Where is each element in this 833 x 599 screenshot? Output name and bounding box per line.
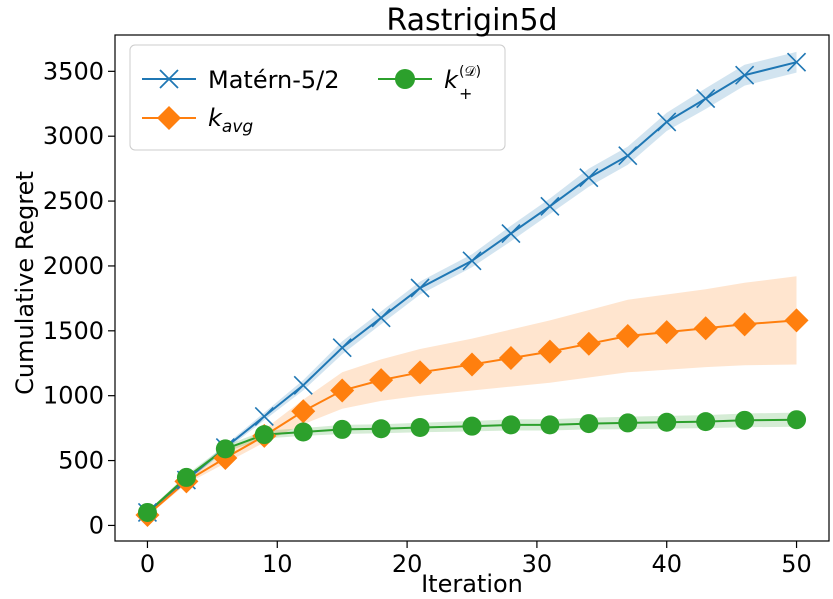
legend: Matérn-5/2 kavg k (𝒟) + (129, 44, 506, 151)
y-tick-label: 500 (58, 447, 104, 475)
point-kplus (176, 467, 196, 487)
point-matern (410, 278, 430, 298)
point-matern (332, 338, 352, 358)
legend-entry-matern: Matérn-5/2 (142, 66, 340, 94)
point-matern (254, 406, 274, 427)
point-kavg (291, 399, 316, 424)
point-kplus (293, 422, 313, 442)
series-markers (135, 52, 809, 528)
x-tick-label: 30 (522, 550, 553, 578)
point-kplus (787, 410, 807, 430)
plot-frame (114, 34, 830, 542)
legend-label-matern: Matérn-5/2 (208, 66, 340, 94)
point-matern (540, 196, 560, 216)
point-kplus (657, 412, 677, 432)
legend-frame (129, 44, 506, 151)
x-tick-label: 40 (651, 550, 682, 578)
point-kplus (371, 419, 391, 439)
x-axis-ticks: 0 10 20 30 40 50 (140, 541, 812, 578)
band-kplus (147, 412, 797, 514)
x-axis-label: Iteration (421, 570, 523, 598)
x-marker-icon (159, 69, 179, 89)
y-tick-label: 1000 (43, 382, 104, 410)
point-matern (786, 52, 807, 72)
y-tick-label: 2500 (43, 187, 104, 215)
x-tick-label: 0 (140, 550, 155, 578)
point-matern (735, 65, 755, 85)
point-kavg (498, 346, 523, 371)
point-matern (579, 168, 599, 188)
point-kavg (369, 368, 394, 393)
point-kplus (618, 413, 638, 433)
point-kplus (215, 439, 235, 459)
point-matern (618, 146, 638, 166)
point-matern (501, 223, 521, 244)
point-kplus (137, 502, 157, 522)
y-axis-ticks: 0 500 1000 1500 2000 2500 3000 3500 (43, 57, 115, 539)
chart-title: Rastrigin5d (386, 3, 557, 38)
point-kplus (254, 425, 274, 445)
point-kavg (732, 312, 757, 337)
point-kavg (576, 331, 601, 356)
point-kplus (410, 417, 430, 437)
point-kavg (693, 316, 718, 341)
legend-label-kavg-sub: avg (222, 117, 253, 137)
point-kavg (615, 324, 640, 349)
legend-entry-kavg: kavg (142, 104, 253, 137)
point-matern (371, 308, 391, 328)
y-tick-label: 0 (89, 511, 104, 539)
point-kplus (332, 419, 352, 439)
diamond-marker-icon (157, 106, 181, 130)
point-kavg (654, 320, 679, 345)
point-kplus (540, 415, 560, 435)
point-kplus (696, 412, 716, 432)
point-kavg (408, 360, 433, 385)
legend-label-kplus-sub: + (459, 84, 472, 103)
y-axis-label: Cumulative Regret (11, 171, 39, 395)
y-tick-label: 1500 (43, 317, 104, 345)
point-matern (293, 375, 313, 395)
svg-text:kavg: kavg (208, 104, 253, 137)
plot-area: 0 10 20 30 40 50 0 500 1000 1500 2000 2500 3000 3500 (43, 34, 830, 578)
x-tick-label: 20 (392, 550, 423, 578)
band-kavg (147, 276, 797, 517)
y-tick-label: 2000 (43, 252, 104, 280)
x-tick-label: 50 (781, 550, 812, 578)
point-kplus (735, 410, 755, 430)
y-tick-label: 3500 (43, 57, 104, 85)
point-matern (657, 112, 677, 132)
x-tick-label: 10 (262, 550, 293, 578)
legend-label-kplus-sup: (𝒟) (459, 64, 481, 80)
point-kavg (330, 378, 355, 403)
circle-marker-icon (395, 69, 415, 89)
legend-label-kplus-base: k (444, 66, 459, 94)
point-kavg (784, 308, 809, 333)
point-kplus (501, 415, 521, 435)
point-kavg (460, 352, 484, 377)
legend-label-kavg-base: k (208, 104, 223, 132)
point-matern (696, 89, 716, 109)
legend-entry-kplus: k (𝒟) + (378, 64, 481, 103)
point-kplus (579, 414, 599, 434)
y-tick-label: 3000 (43, 122, 104, 150)
point-kplus (462, 416, 482, 436)
point-matern (462, 251, 482, 271)
point-kavg (537, 339, 562, 364)
